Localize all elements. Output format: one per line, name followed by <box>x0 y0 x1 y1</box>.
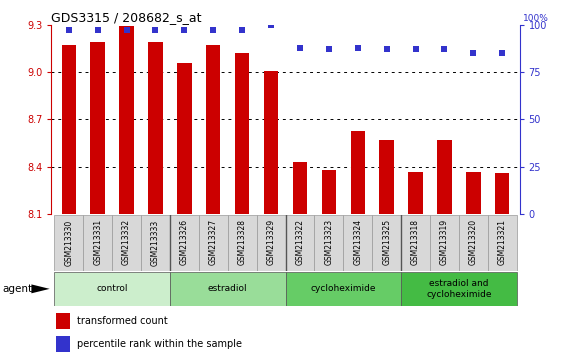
Text: cycloheximide: cycloheximide <box>311 284 376 293</box>
Bar <box>56 313 70 329</box>
Bar <box>459 215 488 271</box>
Bar <box>112 215 141 271</box>
Bar <box>54 215 83 271</box>
Point <box>122 28 131 33</box>
Point <box>64 28 73 33</box>
Bar <box>256 215 286 271</box>
Text: GSM213332: GSM213332 <box>122 219 131 266</box>
Bar <box>343 215 372 271</box>
Bar <box>380 140 394 214</box>
Text: GDS3315 / 208682_s_at: GDS3315 / 208682_s_at <box>51 11 202 24</box>
Point <box>151 28 160 33</box>
Bar <box>488 215 517 271</box>
Text: GSM213322: GSM213322 <box>295 219 304 266</box>
Text: agent: agent <box>3 284 33 294</box>
Point <box>267 22 276 28</box>
Bar <box>495 173 509 214</box>
Bar <box>56 336 70 352</box>
Bar <box>177 63 191 214</box>
Point <box>93 28 102 33</box>
Point <box>411 47 420 52</box>
Text: GSM213330: GSM213330 <box>64 219 73 266</box>
Bar <box>286 272 401 306</box>
Bar <box>351 131 365 214</box>
Bar <box>401 272 517 306</box>
Point <box>382 47 391 52</box>
Text: GSM213320: GSM213320 <box>469 219 478 266</box>
Text: GSM213324: GSM213324 <box>353 219 362 266</box>
Bar <box>228 215 256 271</box>
Bar <box>286 215 315 271</box>
Bar <box>315 215 343 271</box>
Point <box>469 50 478 56</box>
Text: GSM213327: GSM213327 <box>209 219 218 266</box>
Bar <box>466 172 481 214</box>
Point <box>208 28 218 33</box>
Text: percentile rank within the sample: percentile rank within the sample <box>77 339 242 349</box>
Bar <box>372 215 401 271</box>
Text: GSM213329: GSM213329 <box>267 219 276 266</box>
Text: estradiol: estradiol <box>208 284 247 293</box>
Bar <box>54 272 170 306</box>
Point <box>440 47 449 52</box>
Bar <box>437 140 452 214</box>
Bar <box>119 26 134 214</box>
Point <box>295 45 304 50</box>
Bar <box>264 70 278 214</box>
Bar <box>83 215 112 271</box>
Text: GSM213328: GSM213328 <box>238 219 247 266</box>
Point <box>498 50 507 56</box>
Text: GSM213331: GSM213331 <box>93 219 102 266</box>
Point <box>238 28 247 33</box>
Text: control: control <box>96 284 128 293</box>
Bar <box>170 272 286 306</box>
Bar <box>408 172 423 214</box>
Bar <box>148 42 163 214</box>
Bar <box>141 215 170 271</box>
Bar <box>430 215 459 271</box>
Point <box>180 28 189 33</box>
Bar <box>199 215 228 271</box>
Bar <box>235 53 250 214</box>
Polygon shape <box>31 284 50 293</box>
Bar <box>62 45 76 214</box>
Text: GSM213319: GSM213319 <box>440 219 449 266</box>
Point <box>353 45 363 50</box>
Point <box>324 47 333 52</box>
Text: GSM213333: GSM213333 <box>151 219 160 266</box>
Text: 100%: 100% <box>522 14 548 23</box>
Bar <box>90 42 105 214</box>
Bar <box>401 215 430 271</box>
Text: GSM213326: GSM213326 <box>180 219 189 266</box>
Bar <box>293 162 307 214</box>
Text: transformed count: transformed count <box>77 316 168 326</box>
Text: GSM213323: GSM213323 <box>324 219 333 266</box>
Text: GSM213325: GSM213325 <box>382 219 391 266</box>
Bar <box>321 170 336 214</box>
Text: GSM213321: GSM213321 <box>498 219 507 266</box>
Text: GSM213318: GSM213318 <box>411 219 420 266</box>
Bar <box>206 45 220 214</box>
Text: estradiol and
cycloheximide: estradiol and cycloheximide <box>426 279 492 298</box>
Bar <box>170 215 199 271</box>
